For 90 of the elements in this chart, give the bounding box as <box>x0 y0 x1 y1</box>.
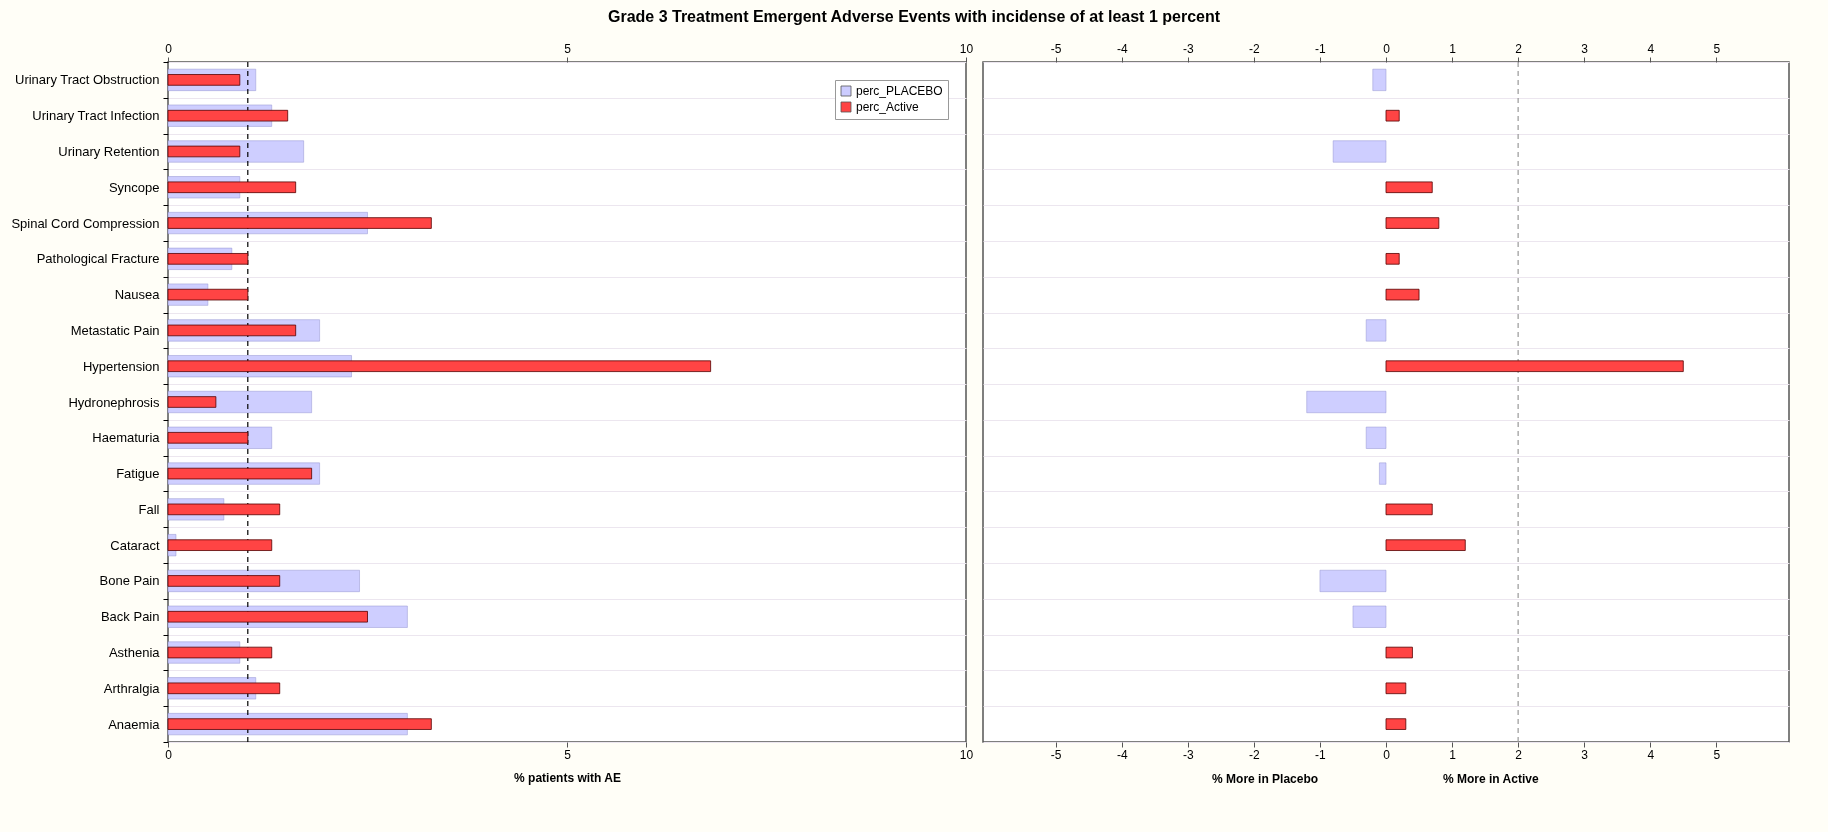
x2-tick-label: 3 <box>1581 41 1589 56</box>
x-axis-title: % patients with AE <box>514 770 621 785</box>
bar <box>167 718 432 730</box>
x-tick-label: -2 <box>1249 747 1261 762</box>
text: % More in Active <box>1442 772 1539 786</box>
bar <box>167 324 297 337</box>
bar <box>167 181 297 194</box>
legend-label: perc_PLACEBO <box>856 84 943 98</box>
bar <box>1385 288 1420 301</box>
bar <box>1385 181 1433 194</box>
x2-tick-label: -5 <box>1050 41 1062 56</box>
bar <box>1352 605 1387 628</box>
bar <box>1385 503 1433 516</box>
x2-tick-label: 0 <box>1383 41 1391 56</box>
x2-tick-label: 1 <box>1449 41 1457 56</box>
legend-label: perc_Active <box>856 100 920 114</box>
y-tick-label: Hypertension <box>82 358 160 374</box>
x-tick-label: 1 <box>1449 747 1457 762</box>
x-tick-label: 10 <box>959 747 974 762</box>
bar <box>1385 217 1440 229</box>
bar <box>167 145 241 158</box>
bar <box>167 682 281 695</box>
bar <box>167 539 273 551</box>
bar <box>1378 462 1387 485</box>
x2-tick-label: 4 <box>1647 41 1655 56</box>
y-tick-label: Haematuria <box>92 430 161 446</box>
bar <box>1385 682 1407 695</box>
bar <box>167 610 368 623</box>
x-tick-label: -4 <box>1116 747 1128 762</box>
x-tick-label: 5 <box>564 747 572 762</box>
x2-tick-label: -3 <box>1182 41 1194 56</box>
bar <box>167 253 249 265</box>
bar <box>167 217 432 229</box>
x2-tick-label: 10 <box>959 41 974 56</box>
bar <box>1385 253 1400 265</box>
x2-tick-label: -2 <box>1249 41 1261 56</box>
chart-title: Grade 3 Treatment Emergent Adverse Events with incidense of at least 1 percent <box>606 7 1222 27</box>
y-tick-label: Urinary Retention <box>58 143 160 159</box>
bar <box>1385 539 1466 551</box>
x-tick-label: -1 <box>1315 747 1327 762</box>
y-tick-label: Hydronephrosis <box>68 394 160 410</box>
text: % More in Placebo <box>1212 772 1319 786</box>
bar <box>1365 319 1387 342</box>
y-tick-label: Nausea <box>114 287 161 303</box>
y-tick-label: Syncope <box>108 179 160 195</box>
x-tick-label: 0 <box>165 747 173 762</box>
bar <box>1332 140 1387 163</box>
y-tick-label: Metastatic Pain <box>70 322 160 338</box>
x-tick-label: -3 <box>1182 747 1194 762</box>
y-tick-label: Cataract <box>110 537 160 553</box>
bar <box>167 74 241 86</box>
x-tick-label: 2 <box>1515 747 1523 762</box>
bar <box>167 109 289 122</box>
x2-tick-label: 5 <box>1713 41 1721 56</box>
bar <box>1385 109 1400 122</box>
bar <box>167 360 712 372</box>
y-tick-label: Asthenia <box>108 645 161 661</box>
y-tick-label: Bone Pain <box>99 573 160 589</box>
bar <box>167 288 249 301</box>
x-tick-label: 3 <box>1581 747 1589 762</box>
bar <box>1385 360 1684 372</box>
bar <box>1385 646 1413 659</box>
y-tick-label: Fall <box>138 501 160 517</box>
y-tick-label: Back Pain <box>100 609 160 625</box>
bar <box>1365 426 1387 449</box>
x2-tick-label: 2 <box>1515 41 1523 56</box>
y-tick-label: Fatigue <box>116 466 160 482</box>
y-tick-label: Spinal Cord Compression <box>11 215 160 231</box>
bar <box>1372 68 1387 92</box>
x-tick-label: 0 <box>1383 747 1391 762</box>
x2-tick-label: -4 <box>1116 41 1128 56</box>
bar <box>167 575 281 587</box>
y-tick-label: Arthralgia <box>103 680 161 696</box>
bar <box>167 432 249 444</box>
x2-tick-label: 5 <box>564 41 572 56</box>
bar <box>1319 569 1387 593</box>
y-tick-label: Pathological Fracture <box>36 251 160 267</box>
bar <box>167 503 281 516</box>
x-tick-label: -5 <box>1050 747 1062 762</box>
bar <box>1306 390 1387 414</box>
bar <box>167 646 273 659</box>
x2-tick-label: 0 <box>165 41 173 56</box>
y-tick-label: Urinary Tract Infection <box>32 108 160 124</box>
y-tick-label: Urinary Tract Obstruction <box>15 72 160 88</box>
x2-tick-label: -1 <box>1315 41 1327 56</box>
bar <box>1385 718 1407 730</box>
x-tick-label: 4 <box>1647 747 1655 762</box>
x-tick-label: 5 <box>1713 747 1721 762</box>
y-tick-label: Anaemia <box>108 716 161 732</box>
bar <box>167 396 217 408</box>
